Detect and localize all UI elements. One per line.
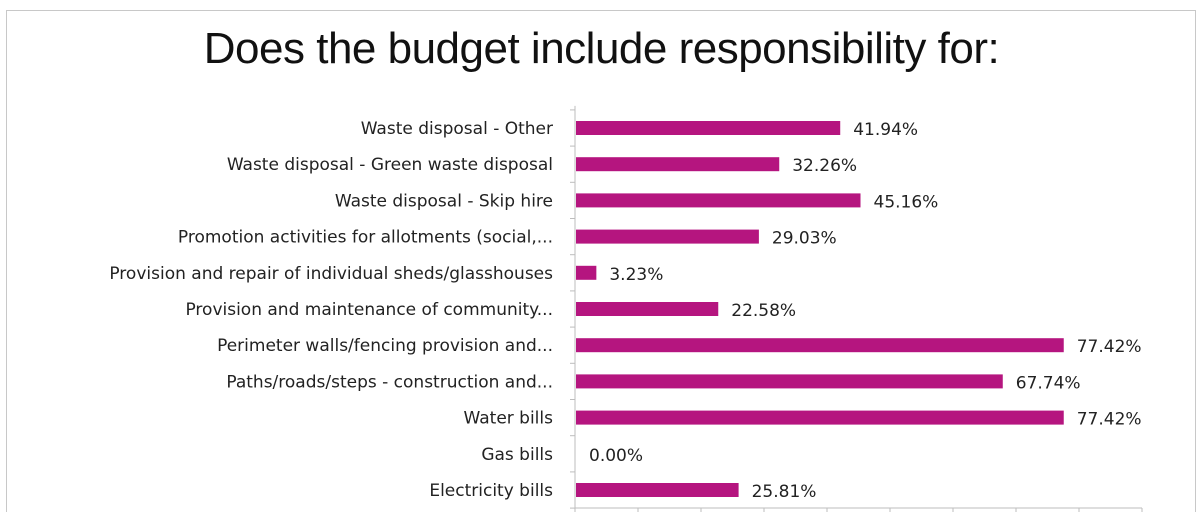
data-label: 22.58% (731, 301, 796, 321)
data-label: 77.42% (1077, 337, 1142, 357)
data-label: 45.16% (874, 192, 939, 212)
category-label: Electricity bills (429, 481, 553, 501)
bar (576, 229, 759, 244)
bar (576, 483, 739, 497)
category-label: Waste disposal - Other (361, 119, 553, 139)
data-label: 41.94% (853, 120, 918, 140)
bar (576, 121, 841, 135)
category-label: Waste disposal - Green waste disposal (227, 155, 553, 175)
data-label: 32.26% (792, 156, 857, 176)
data-label: 0.00% (589, 446, 643, 466)
data-label: 67.74% (1016, 373, 1081, 393)
bar (576, 374, 1003, 389)
bar (576, 410, 1064, 425)
data-label: 29.03% (772, 229, 837, 249)
category-label: Gas bills (481, 445, 553, 465)
bar (576, 157, 780, 172)
category-label: Provision and repair of individual sheds… (109, 264, 553, 284)
category-label: Provision and maintenance of community..… (185, 300, 553, 320)
bar (576, 265, 597, 280)
category-label: Water bills (464, 409, 554, 429)
chart-frame (6, 10, 1196, 512)
data-label: 25.81% (752, 482, 817, 502)
bar (576, 193, 861, 208)
label-layer: Waste disposal - Other 41.94% Waste dispos… (109, 119, 1141, 502)
axis-layer (570, 105, 1143, 512)
data-label: 3.23% (609, 265, 663, 285)
bar (576, 302, 719, 316)
chart-title: Does the budget include responsibility f… (203, 24, 1000, 73)
bar (576, 338, 1064, 353)
category-label: Waste disposal - Skip hire (335, 191, 553, 211)
data-label: 77.42% (1077, 410, 1142, 430)
category-label: Perimeter walls/fencing provision and... (217, 336, 553, 356)
bar-layer (576, 121, 1064, 497)
category-label: Paths/roads/steps - construction and... (226, 372, 553, 392)
category-label: Promotion activities for allotments (soc… (178, 228, 553, 248)
